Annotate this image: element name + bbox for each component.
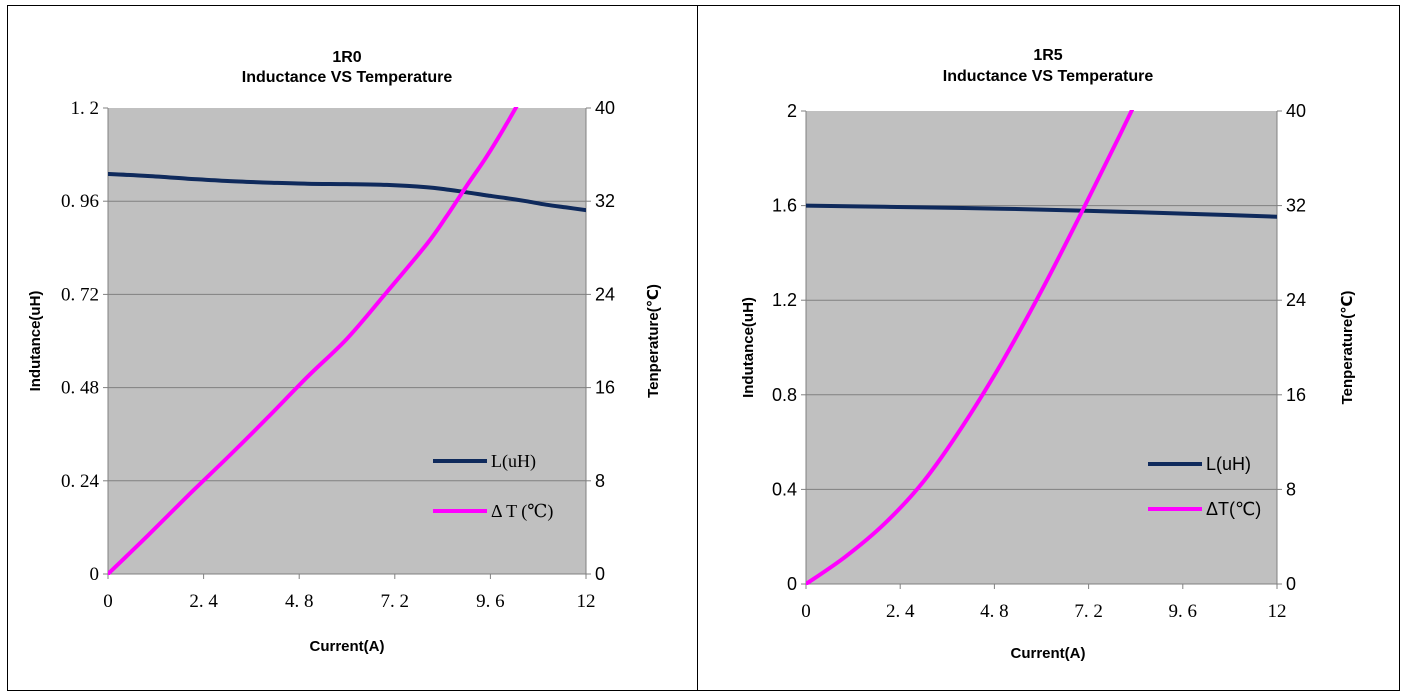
series-line-temperature (108, 107, 519, 575)
y-tick-label: 0. 72 (61, 284, 99, 305)
figure-frame (7, 5, 1400, 691)
y-tick-label: 0.8 (772, 385, 797, 405)
y2-tick-label: 0 (595, 564, 605, 584)
x-tick-label: 7. 2 (381, 591, 410, 612)
x-axis-label: Current(A) (1011, 645, 1086, 662)
y-tick-label: 0.4 (772, 479, 797, 499)
y2-tick-label: 40 (1286, 101, 1306, 121)
y2-tick-label: 24 (1286, 290, 1306, 310)
y2-tick-label: 8 (1286, 479, 1296, 499)
y-tick-label: 2 (787, 101, 797, 121)
y-tick-label: 0. 96 (61, 191, 99, 212)
x-tick-label: 4. 8 (980, 601, 1009, 622)
x-tick-label: 0 (801, 601, 811, 622)
chart-title-line-2: Inductance VS Temperature (943, 68, 1154, 85)
x-tick-label: 7. 2 (1074, 601, 1103, 622)
x-tick-label: 2. 4 (886, 601, 915, 622)
y-tick-label: 0 (787, 574, 797, 594)
x-tick-label: 0 (103, 591, 113, 612)
y2-tick-label: 24 (595, 284, 615, 304)
legend-label: Δ T (℃) (491, 501, 553, 522)
x-tick-label: 9. 6 (1169, 601, 1198, 622)
x-tick-label: 4. 8 (285, 591, 314, 612)
y-tick-label: 0. 24 (61, 471, 100, 492)
y-axis-label: Indutance(uH) (740, 297, 757, 398)
y-tick-label: 0. 48 (61, 378, 99, 399)
chart-title-line-1: 1R5 (1033, 47, 1062, 64)
y2-tick-label: 40 (595, 98, 615, 118)
x-tick-label: 2. 4 (189, 591, 218, 612)
x-tick-label: 12 (577, 591, 596, 612)
y2-tick-label: 0 (1286, 574, 1296, 594)
series-line-inductance (806, 203, 1277, 219)
chart-title-line-2: Inductance VS Temperature (242, 69, 453, 86)
y2-tick-label: 16 (1286, 385, 1306, 405)
y2-tick-label: 32 (595, 191, 615, 211)
y2-tick-label: 16 (595, 378, 615, 398)
legend-label: L(uH) (1206, 454, 1251, 474)
series-line-inductance (108, 172, 586, 213)
y-axis-label: Indutance(uH) (27, 291, 44, 392)
y-tick-label: 1.6 (772, 196, 797, 216)
x-tick-label: 9. 6 (476, 591, 505, 612)
series-line-temperature (806, 110, 1135, 585)
y-tick-label: 1. 2 (71, 98, 100, 119)
figure-divider (697, 5, 698, 691)
y-tick-label: 1.2 (772, 290, 797, 310)
plot-area (806, 111, 1277, 584)
y2-tick-label: 32 (1286, 196, 1306, 216)
chart-title-line-1: 1R0 (332, 49, 361, 66)
legend-label: ΔT(℃) (1206, 499, 1261, 519)
y-tick-label: 0 (90, 564, 100, 585)
y2-axis-label: Tenperature(℃) (645, 284, 662, 398)
legend-label: L(uH) (491, 451, 536, 472)
y2-axis-label: Tenperature(℃) (1339, 291, 1356, 405)
x-axis-label: Current(A) (310, 638, 385, 655)
y2-tick-label: 8 (595, 471, 605, 491)
x-tick-label: 12 (1268, 601, 1287, 622)
